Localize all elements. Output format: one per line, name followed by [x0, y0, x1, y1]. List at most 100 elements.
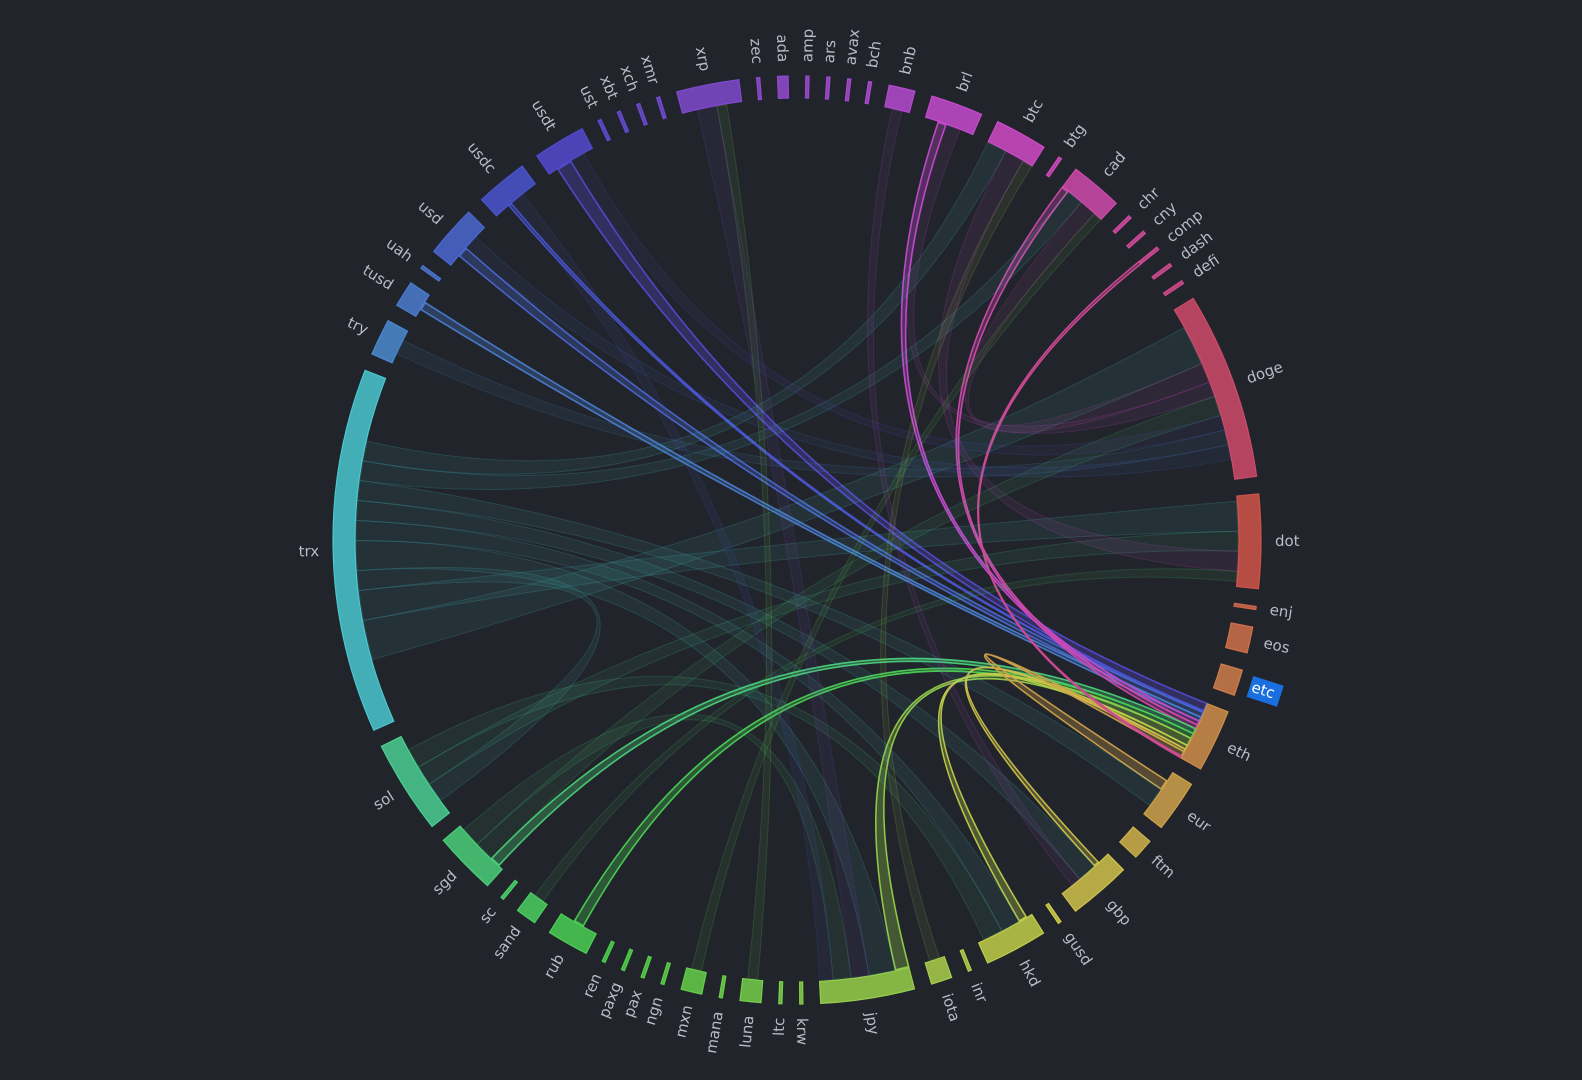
- node-arc: [635, 102, 648, 126]
- node-label: gbp: [1103, 896, 1135, 929]
- link-ribbon: [396, 339, 1229, 478]
- node-label-group: luna: [736, 1015, 757, 1049]
- node-label-group: gbp: [1103, 896, 1135, 929]
- node-arc: [516, 891, 548, 924]
- node-arc: [1061, 853, 1125, 912]
- node-arc: [1151, 262, 1173, 281]
- node-arc: [420, 264, 442, 282]
- link-ribbon: [696, 105, 870, 979]
- node-arc: [395, 281, 430, 318]
- node-label-group: ftm: [1148, 851, 1179, 881]
- node-label-group: mana: [702, 1010, 727, 1055]
- node-label: enj: [1269, 601, 1294, 622]
- node-label: xrp: [692, 45, 714, 73]
- node-label: ltc: [770, 1017, 789, 1036]
- node-label: sand: [489, 922, 525, 962]
- node-arc: [597, 118, 612, 142]
- node-label: eur: [1184, 807, 1215, 837]
- node-label: sgd: [429, 867, 461, 899]
- link-ribbon: [983, 653, 1186, 791]
- node-arc: [1045, 156, 1063, 178]
- node-label: mxn: [671, 1003, 696, 1039]
- node-label-group: ltc: [770, 1017, 789, 1036]
- node-label-group: amp: [798, 29, 817, 63]
- node-arc: [675, 78, 743, 114]
- node-label-group: cad: [1098, 148, 1129, 180]
- node-label: dot: [1275, 532, 1300, 550]
- node-label-group: gusd: [1061, 929, 1096, 969]
- node-label: ada: [773, 34, 792, 62]
- link-ribbon: [356, 566, 601, 802]
- node-label-group: brl: [953, 69, 977, 94]
- node-label: uah: [383, 234, 416, 265]
- node-label: amp: [798, 29, 817, 63]
- node-label-group: usdt: [528, 97, 560, 134]
- node-label: pax: [620, 987, 646, 1019]
- link-ribbon: [355, 499, 1096, 880]
- node-arc: [1061, 168, 1118, 221]
- node-label-group: try: [345, 313, 372, 338]
- node-arc: [616, 110, 630, 134]
- node-label: mana: [702, 1010, 727, 1055]
- node-arc: [432, 211, 486, 266]
- node-label-group: zec: [746, 38, 766, 65]
- node-label-group: eth: [1224, 738, 1254, 765]
- node-label: ars: [820, 39, 840, 64]
- node-label-group: btg: [1060, 120, 1089, 151]
- node-label-group: trx: [298, 542, 319, 560]
- hover-highlight: [1246, 675, 1284, 707]
- node-arc: [655, 96, 667, 120]
- node-label-group: hkd: [1015, 957, 1044, 990]
- link-ribbon: [490, 657, 1197, 867]
- node-label: ust: [576, 82, 602, 111]
- node-label-group: sand: [489, 922, 525, 962]
- node-label: eos: [1262, 634, 1292, 657]
- link-ribbon: [419, 301, 1202, 723]
- node-label-group: usd: [414, 197, 446, 228]
- node-label-group: sol: [370, 787, 398, 814]
- node-arc: [987, 120, 1045, 167]
- node-arc: [718, 975, 727, 999]
- link-ribbon: [955, 186, 1199, 730]
- link-ribbon: [691, 213, 1102, 972]
- node-label: inr: [967, 980, 991, 1006]
- node-arc: [884, 84, 916, 114]
- node-arc: [977, 913, 1045, 964]
- node-label-group: sgd: [429, 867, 461, 899]
- node-label: bch: [863, 40, 885, 70]
- node-label: rub: [540, 951, 568, 982]
- link-ribbon: [964, 201, 1210, 434]
- link-ribbon: [510, 193, 834, 981]
- link-ribbon: [362, 327, 1202, 661]
- node-arc: [660, 961, 672, 986]
- link-ribbon: [964, 666, 1187, 867]
- node-label-group: krw: [793, 1018, 811, 1045]
- node-label-group: enj: [1269, 601, 1294, 622]
- node-label-group: doge: [1244, 358, 1285, 388]
- node-label-group: ngn: [641, 995, 667, 1028]
- link-ribbon: [906, 124, 1215, 434]
- node-arc: [864, 80, 873, 105]
- node-arc: [1224, 622, 1254, 654]
- node-arc: [548, 913, 597, 955]
- node-label-group: tusd: [360, 261, 397, 294]
- node-arc: [824, 76, 831, 100]
- node-label: zec: [746, 38, 766, 65]
- node-label-group: dot: [1275, 532, 1300, 550]
- node-arc: [500, 879, 519, 901]
- link-ribbon: [938, 150, 1239, 572]
- node-arc: [535, 127, 594, 175]
- node-label: krw: [793, 1018, 811, 1045]
- node-label: usd: [414, 197, 446, 228]
- node-label: sc: [476, 903, 500, 927]
- node-label: btg: [1060, 120, 1089, 151]
- node-label-group: iota: [938, 991, 964, 1024]
- node-arc: [640, 955, 653, 979]
- node-label: brl: [953, 69, 977, 94]
- node-arc: [776, 75, 790, 100]
- node-label-group: usdc: [464, 138, 500, 177]
- link-ribbon: [418, 530, 1239, 785]
- node-arc: [804, 75, 810, 99]
